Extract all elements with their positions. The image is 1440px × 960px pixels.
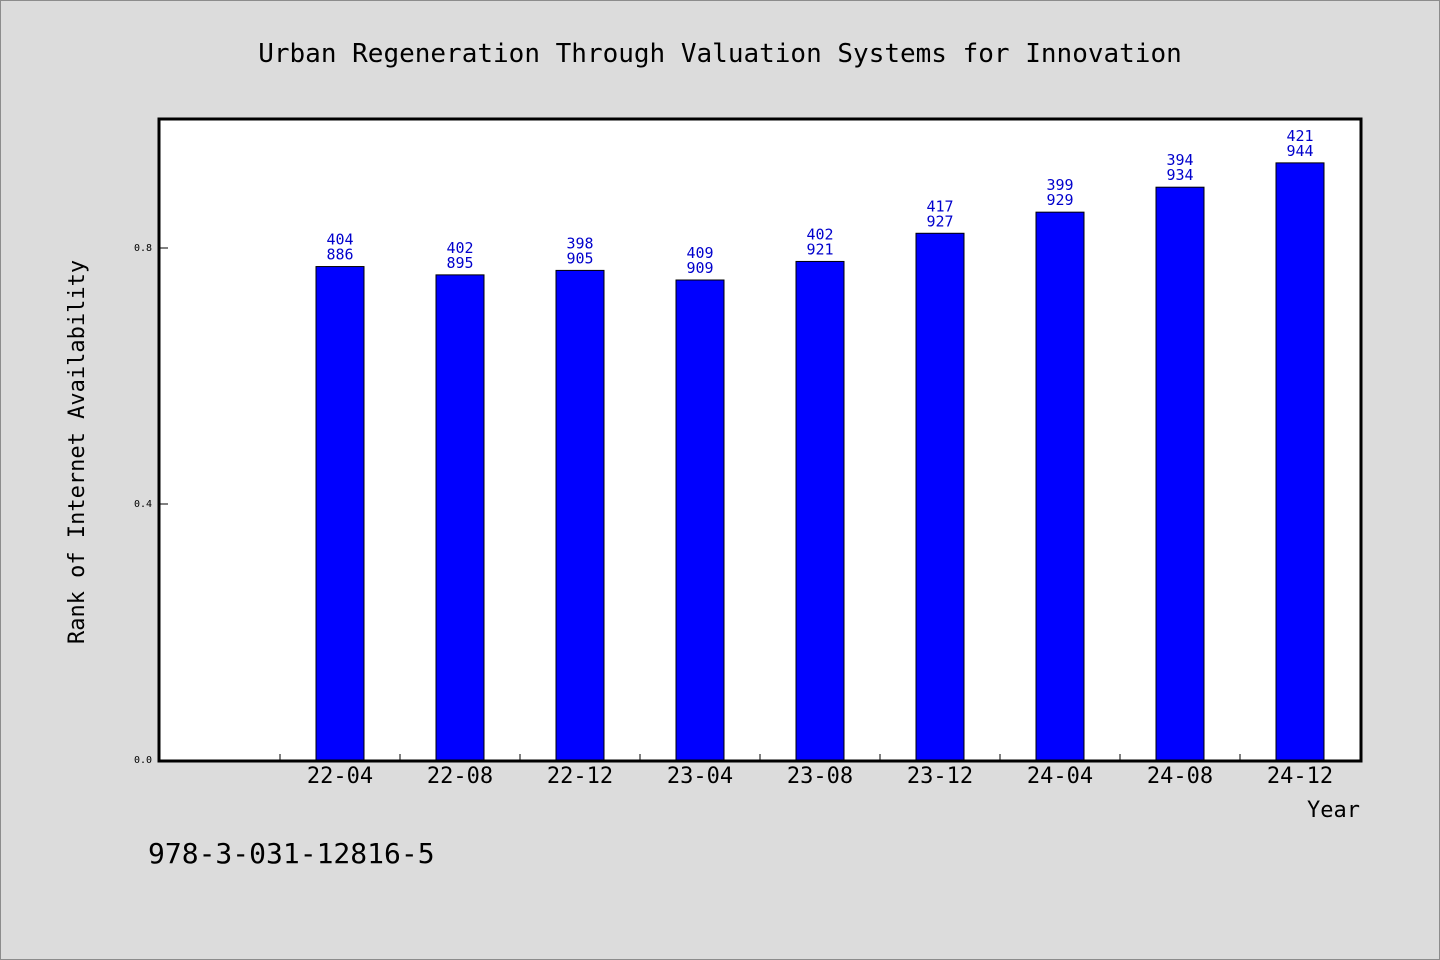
data-label-bottom: 927 (926, 212, 953, 230)
data-label-top: 402 (446, 239, 473, 257)
x-tick-label: 23-04 (667, 764, 733, 789)
data-label-bottom: 944 (1286, 142, 1313, 160)
data-label-top: 398 (566, 234, 593, 252)
data-label-bottom: 905 (566, 249, 593, 267)
x-tick-label: 24-12 (1267, 764, 1333, 789)
data-label-top: 394 (1166, 151, 1193, 169)
x-tick-label: 23-08 (787, 764, 853, 789)
data-label-bottom: 886 (326, 246, 353, 264)
y-tick-label: 0.4 (134, 499, 152, 510)
data-label-bottom: 921 (806, 240, 833, 258)
data-label-top: 404 (326, 231, 353, 249)
data-label-bottom: 929 (1046, 191, 1073, 209)
bar-23-12 (915, 232, 965, 761)
bar-22-04 (315, 266, 365, 761)
y-tick-label: 0.0 (134, 755, 152, 766)
bar-24-08 (1155, 186, 1205, 761)
bar-22-08 (435, 274, 485, 761)
data-label-bottom: 909 (686, 259, 713, 277)
x-tick-label: 23-12 (907, 764, 973, 789)
data-label-top: 421 (1286, 127, 1313, 145)
x-axis-label: Year (1307, 798, 1360, 823)
x-axis: 22-04 22-08 22-12 23-04 23-08 23-12 24-04 24-08… (279, 754, 1361, 789)
bar-23-04 (675, 279, 725, 761)
x-tick-label: 22-12 (547, 764, 613, 789)
data-label-top: 399 (1046, 176, 1073, 194)
x-tick-label: 24-08 (1147, 764, 1213, 789)
bar-23-08 (795, 260, 845, 761)
x-tick-label: 22-04 (307, 764, 373, 789)
x-tick-label: 24-04 (1027, 764, 1093, 789)
data-label-top: 402 (806, 225, 833, 243)
data-label-top: 409 (686, 244, 713, 262)
bar-22-12 (555, 269, 605, 761)
data-label-bottom: 934 (1166, 166, 1193, 184)
chart-title: Urban Regeneration Through Valuation Sys… (258, 39, 1182, 69)
data-label-top: 417 (926, 197, 953, 215)
bars-group (315, 162, 1325, 761)
x-tick-label: 22-08 (427, 764, 493, 789)
bar-24-12 (1275, 162, 1325, 761)
isbn-footer-text: 978-3-031-12816-5 (148, 837, 435, 870)
y-tick-label: 0.8 (134, 243, 152, 254)
bar-24-04 (1035, 211, 1085, 761)
data-label-bottom: 895 (446, 254, 473, 272)
y-axis-label: Rank of Internet Availability (65, 260, 90, 644)
y-axis: 0.0 0.4 0.8 (134, 243, 168, 766)
